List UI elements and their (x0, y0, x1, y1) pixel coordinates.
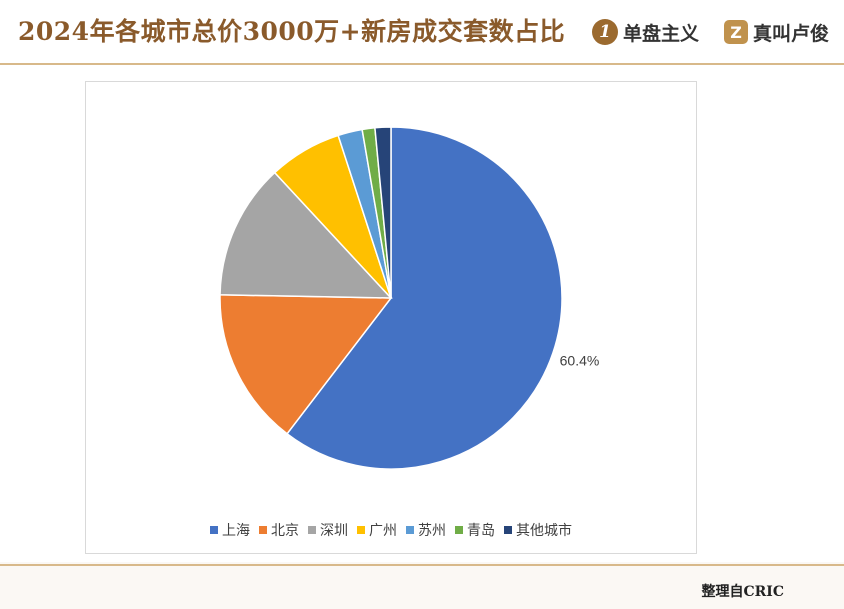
legend-item-6: 其他城市 (504, 520, 572, 540)
brand-logo-icon: 1 (592, 19, 618, 45)
header-divider (0, 63, 844, 65)
legend-swatch (504, 526, 512, 534)
legend-label: 广州 (369, 523, 397, 539)
legend-item-2: 深圳 (308, 520, 348, 540)
header: 2024年各城市总价3000万+新房成交套数占比 1 单盘主义 Z 真叫卢俊 (0, 0, 844, 64)
pie-chart: 60.4% (219, 126, 600, 470)
legend-swatch (406, 526, 414, 534)
brand-name: 单盘主义 (623, 22, 700, 45)
brand-danpanzhuyi: 1 单盘主义 (592, 18, 699, 46)
legend-swatch (357, 526, 365, 534)
legend-label: 上海 (222, 523, 250, 539)
legend-label: 苏州 (418, 523, 446, 539)
legend-swatch (210, 526, 218, 534)
legend-label: 深圳 (320, 523, 348, 539)
footer-band (0, 562, 844, 609)
chart-legend: 上海 北京 深圳 广州 苏州 青岛 其他城市 (85, 519, 697, 541)
brand-logo-icon: Z (724, 20, 748, 44)
legend-label: 北京 (271, 523, 299, 539)
legend-swatch (259, 526, 267, 534)
pie-slice-6 (374, 126, 392, 299)
brand-zhenjiaolujun: Z 真叫卢俊 (724, 18, 829, 46)
footer-divider (0, 564, 844, 566)
legend-item-1: 北京 (259, 520, 299, 540)
legend-item-5: 青岛 (455, 520, 495, 540)
source-note: 整理自CRIC (701, 584, 784, 600)
legend-swatch (455, 526, 463, 534)
legend-label: 青岛 (467, 523, 495, 539)
pie-slice-0 (285, 126, 563, 470)
legend-swatch (308, 526, 316, 534)
brand-name: 真叫卢俊 (753, 22, 830, 45)
legend-label: 其他城市 (516, 523, 572, 539)
pie-slice-1 (219, 294, 393, 435)
legend-item-3: 广州 (357, 520, 397, 540)
page-title: 2024年各城市总价3000万+新房成交套数占比 (18, 17, 566, 46)
pie-slice-2 (219, 171, 393, 299)
data-label-0: 60.4% (560, 353, 600, 369)
legend-item-4: 苏州 (406, 520, 446, 540)
legend-item-0: 上海 (210, 520, 250, 540)
